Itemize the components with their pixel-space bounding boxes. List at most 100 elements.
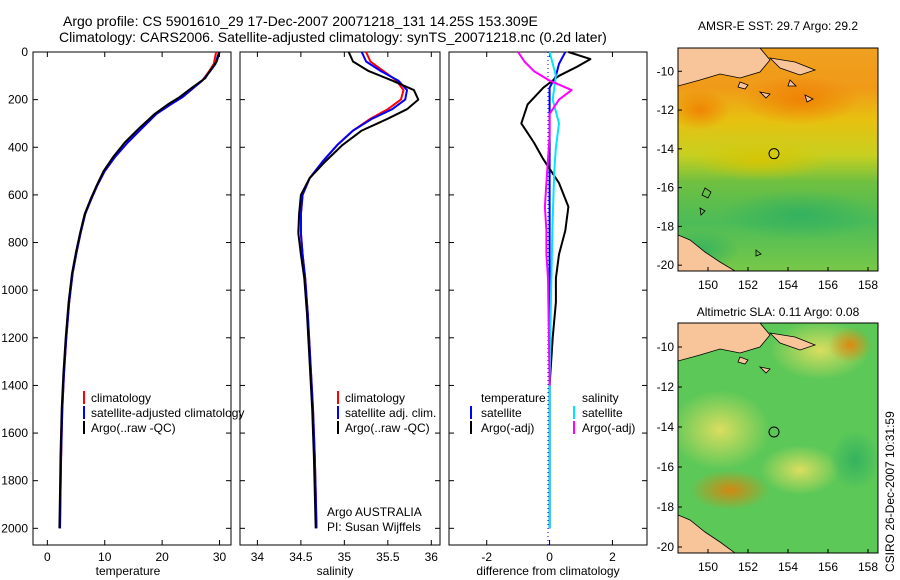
legend-diff-sargo-label: Argo(-adj) (582, 421, 635, 435)
map-y-tick-label: -18 (657, 219, 675, 233)
sla-map-title: Altimetric SLA: 0.11 Argo: 0.08 (697, 305, 860, 319)
sla-green-patch (830, 430, 878, 490)
map-y-tick-label: -18 (657, 500, 675, 514)
sst-map-frame (677, 47, 879, 272)
x-tick-label: -2 (481, 550, 492, 564)
series-line-salinity-satellite (548, 51, 560, 529)
sst-land-australia (678, 234, 736, 271)
y-tick-label: 400 (8, 140, 28, 154)
map-x-tick-label: 156 (818, 278, 838, 292)
sla-land-australia (678, 514, 736, 553)
x-tick-label: 34.5 (289, 550, 313, 564)
sst-map-axes: 150 152 154 156 158 -10 -12 -14 -16 -18 -20 (657, 64, 879, 292)
sla-land-png (678, 323, 771, 362)
map-y-tick-label: -20 (657, 258, 675, 272)
y-tick-label: 0 (21, 45, 28, 59)
legend-diff-targo-label: Argo(-adj) (481, 421, 534, 435)
sst-warm-patch (740, 75, 860, 125)
sla-land-islands (737, 332, 817, 374)
x-tick-label: 0 (546, 550, 553, 564)
y-tick-label: 1600 (1, 426, 28, 440)
difference-legend: temperature satellite Argo(-adj) salinit… (470, 391, 635, 435)
sst-warm-patch-2 (678, 90, 730, 130)
y-tick-label: 1000 (1, 283, 28, 297)
series-line-satellite-adjusted-climatology (59, 51, 220, 529)
legend-diff-salinity-title: salinity (582, 391, 619, 405)
salinity-xlabel: salinity (317, 564, 354, 578)
salinity-x-axis: 34 34.5 35 35.5 36 (251, 52, 439, 564)
series-line-salinity-argo-adj- (517, 51, 573, 386)
map-x-tick-label: 158 (858, 278, 878, 292)
y-tick-label: 2000 (1, 521, 28, 535)
sst-map-field (678, 48, 878, 271)
series-line-climatology (299, 51, 405, 529)
temperature-series (58, 51, 221, 529)
y-tick-label: 1400 (1, 378, 28, 392)
salinity-legend: climatology satellite adj. clim. Argo(..… (337, 391, 436, 435)
depth-axis: 0 200 400 600 800 1000 1200 1400 1600 1800 2000 (1, 45, 647, 535)
salinity-annotation-line1: Argo AUSTRALIA (327, 505, 422, 519)
series-line-temperature-argo-adj- (520, 51, 592, 529)
legend-diff-tsat-label: satellite (481, 406, 522, 420)
legend-sal-satellite-label: satellite adj. clim. (345, 406, 436, 420)
map-y-tick-label: -20 (657, 540, 675, 554)
salinity-panel-frame (239, 51, 441, 546)
x-tick-label: 35.5 (376, 550, 400, 564)
side-timestamp: CSIRO 26-Dec-2007 10:31:59 (883, 411, 897, 572)
header-line2: Climatology: CARS2006. Satellite-adjuste… (59, 29, 607, 45)
sla-map-field (678, 323, 878, 553)
legend-climatology-label: climatology (91, 391, 151, 405)
map-x-tick-label: 152 (738, 278, 758, 292)
series-line-climatology (59, 51, 218, 529)
map-x-tick-label: 150 (698, 560, 718, 574)
sla-orange-patch (828, 327, 872, 363)
legend-argo-label: Argo(..raw -QC) (91, 421, 176, 435)
y-tick-label: 1800 (1, 474, 28, 488)
header-line1: Argo profile: CS 5901610_29 17-Dec-2007 … (63, 13, 538, 29)
sst-reef-outlines (699, 187, 762, 257)
difference-xlabel: difference from climatology (476, 564, 619, 578)
x-tick-label: 2 (609, 550, 616, 564)
x-tick-label: 30 (213, 550, 227, 564)
x-tick-label: 34 (251, 550, 265, 564)
legend-diff-temperature-title: temperature (481, 391, 546, 405)
temperature-xlabel: temperature (96, 564, 161, 578)
legend-sal-climatology-label: climatology (345, 391, 405, 405)
difference-series (517, 51, 592, 529)
temperature-legend: climatology satellite-adjusted climatolo… (83, 391, 244, 435)
map-y-tick-label: -14 (657, 142, 675, 156)
sst-land-islands (737, 57, 817, 103)
salinity-annotation-line2: PI: Susan Wijffels (327, 520, 421, 534)
sla-yellow-patch-2 (678, 390, 770, 470)
x-tick-label: 35 (338, 550, 352, 564)
x-tick-label: 36 (425, 550, 439, 564)
sst-land-png (678, 48, 771, 87)
legend-sal-argo-label: Argo(..raw -QC) (345, 421, 430, 435)
map-y-tick-label: -14 (657, 420, 675, 434)
map-x-tick-label: 152 (738, 560, 758, 574)
temperature-panel-frame (32, 51, 232, 546)
x-tick-label: 10 (98, 550, 112, 564)
sla-argo-marker (768, 426, 780, 438)
temperature-x-axis: 0 10 20 30 (44, 52, 227, 564)
series-line-argo-raw-qc- (297, 51, 420, 529)
map-x-tick-label: 158 (858, 560, 878, 574)
sla-map-axes: 150 152 154 156 158 -10 -12 -14 -16 -18 -20 (657, 340, 879, 574)
legend-diff-ssat-label: satellite (582, 406, 623, 420)
y-tick-label: 1200 (1, 331, 28, 345)
series-line-argo-raw-qc- (58, 51, 221, 529)
sst-map-title: AMSR-E SST: 29.7 Argo: 29.2 (698, 19, 858, 33)
salinity-series (297, 51, 420, 529)
sla-orange-patch-2 (690, 470, 770, 510)
map-y-tick-label: -10 (657, 340, 675, 354)
sla-yellow-patch-3 (760, 445, 840, 495)
y-tick-label: 200 (8, 93, 28, 107)
map-y-tick-label: -16 (657, 460, 675, 474)
map-x-tick-label: 156 (818, 560, 838, 574)
y-tick-label: 600 (8, 188, 28, 202)
map-y-tick-label: -12 (657, 103, 675, 117)
sst-mid-patch (690, 140, 830, 180)
map-x-tick-label: 150 (698, 278, 718, 292)
legend-satellite-label: satellite-adjusted climatology (91, 406, 244, 420)
